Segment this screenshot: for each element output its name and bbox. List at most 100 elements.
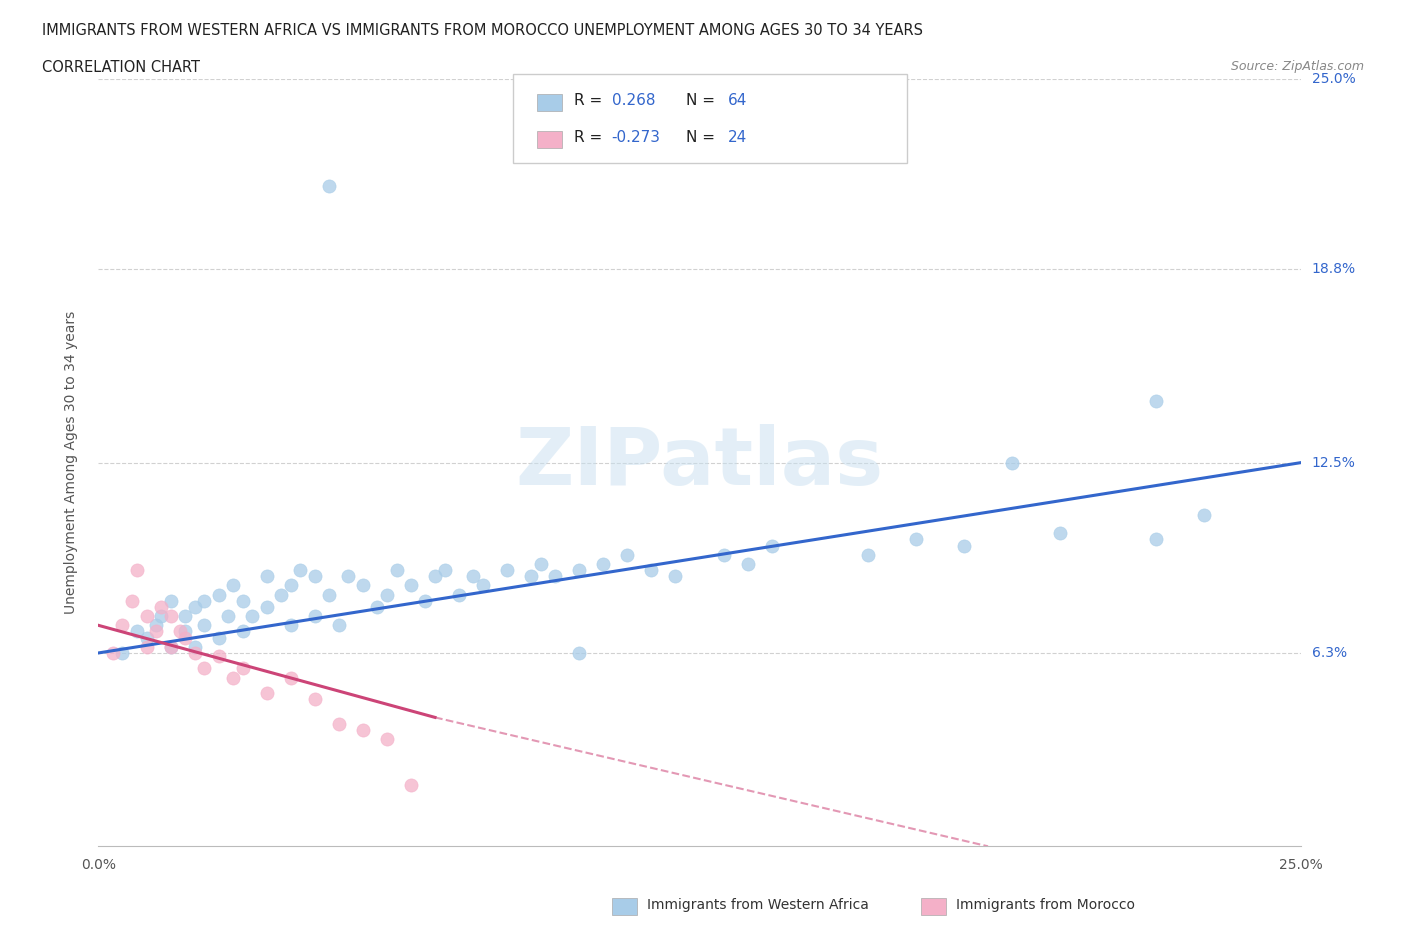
Point bbox=[304, 692, 326, 707]
Point bbox=[256, 685, 278, 700]
Text: ZIPatlas: ZIPatlas bbox=[516, 424, 883, 501]
Point bbox=[280, 618, 302, 632]
Point bbox=[101, 645, 124, 660]
Point bbox=[222, 670, 245, 684]
Text: 0.268: 0.268 bbox=[612, 93, 655, 108]
Point bbox=[240, 609, 263, 624]
Point bbox=[111, 618, 134, 632]
Point bbox=[385, 563, 408, 578]
Point bbox=[121, 593, 143, 608]
Point bbox=[496, 563, 519, 578]
Point bbox=[193, 593, 215, 608]
Point bbox=[256, 600, 278, 615]
Point bbox=[337, 569, 360, 584]
Point bbox=[208, 631, 231, 645]
Point bbox=[232, 593, 254, 608]
Text: CORRELATION CHART: CORRELATION CHART bbox=[42, 60, 200, 75]
Point bbox=[399, 578, 422, 593]
Point bbox=[366, 600, 388, 615]
Point bbox=[1049, 525, 1071, 540]
Point bbox=[183, 645, 205, 660]
Point bbox=[544, 569, 567, 584]
Point bbox=[1144, 394, 1167, 409]
Point bbox=[1194, 508, 1216, 523]
Point bbox=[375, 731, 398, 746]
Point bbox=[568, 563, 591, 578]
Point bbox=[1144, 532, 1167, 547]
Point bbox=[375, 587, 398, 602]
Point bbox=[135, 640, 157, 655]
Point bbox=[125, 624, 148, 639]
Point bbox=[280, 670, 302, 684]
Text: 12.5%: 12.5% bbox=[1312, 456, 1355, 470]
Point bbox=[304, 569, 326, 584]
Point bbox=[111, 645, 134, 660]
Point bbox=[159, 640, 181, 655]
Point bbox=[463, 569, 485, 584]
Y-axis label: Unemployment Among Ages 30 to 34 years: Unemployment Among Ages 30 to 34 years bbox=[63, 311, 77, 615]
Point bbox=[145, 624, 167, 639]
Point bbox=[616, 547, 638, 562]
Point bbox=[208, 587, 231, 602]
Point bbox=[953, 538, 976, 553]
Point bbox=[290, 563, 312, 578]
Text: Immigrants from Western Africa: Immigrants from Western Africa bbox=[647, 897, 869, 912]
Point bbox=[318, 179, 340, 194]
Point bbox=[183, 600, 205, 615]
Point bbox=[399, 777, 422, 792]
Point bbox=[222, 578, 245, 593]
Text: -0.273: -0.273 bbox=[612, 130, 661, 145]
Point bbox=[193, 661, 215, 676]
Point bbox=[159, 593, 181, 608]
Point bbox=[328, 716, 350, 731]
Point bbox=[232, 624, 254, 639]
Point bbox=[169, 624, 191, 639]
Point bbox=[193, 618, 215, 632]
Text: IMMIGRANTS FROM WESTERN AFRICA VS IMMIGRANTS FROM MOROCCO UNEMPLOYMENT AMONG AGE: IMMIGRANTS FROM WESTERN AFRICA VS IMMIGR… bbox=[42, 23, 924, 38]
Point bbox=[149, 609, 172, 624]
Point bbox=[232, 661, 254, 676]
Text: N =: N = bbox=[686, 130, 720, 145]
Point bbox=[135, 631, 157, 645]
Point bbox=[174, 609, 197, 624]
Text: N =: N = bbox=[686, 93, 720, 108]
Text: 25.0%: 25.0% bbox=[1312, 72, 1355, 86]
Point bbox=[568, 645, 591, 660]
Point bbox=[135, 609, 157, 624]
Point bbox=[280, 578, 302, 593]
Point bbox=[174, 631, 197, 645]
Point bbox=[592, 556, 614, 571]
Point bbox=[447, 587, 470, 602]
Point bbox=[1001, 456, 1024, 471]
Text: 6.3%: 6.3% bbox=[1312, 646, 1347, 660]
Text: Immigrants from Morocco: Immigrants from Morocco bbox=[956, 897, 1135, 912]
Point bbox=[415, 593, 437, 608]
Point bbox=[640, 563, 662, 578]
Point bbox=[761, 538, 783, 553]
Point bbox=[174, 624, 197, 639]
Point bbox=[159, 640, 181, 655]
Point bbox=[904, 532, 927, 547]
Text: R =: R = bbox=[574, 130, 607, 145]
Point bbox=[352, 723, 374, 737]
Text: 24: 24 bbox=[728, 130, 748, 145]
Point bbox=[328, 618, 350, 632]
Point bbox=[352, 578, 374, 593]
Point bbox=[183, 640, 205, 655]
Point bbox=[520, 569, 543, 584]
Point bbox=[256, 569, 278, 584]
Point bbox=[664, 569, 686, 584]
Text: R =: R = bbox=[574, 93, 607, 108]
Point bbox=[304, 609, 326, 624]
Text: 64: 64 bbox=[728, 93, 748, 108]
Point bbox=[270, 587, 292, 602]
Point bbox=[208, 648, 231, 663]
Text: Source: ZipAtlas.com: Source: ZipAtlas.com bbox=[1230, 60, 1364, 73]
Point bbox=[145, 618, 167, 632]
Point bbox=[149, 600, 172, 615]
Point bbox=[856, 547, 879, 562]
Point bbox=[433, 563, 456, 578]
Text: 18.8%: 18.8% bbox=[1312, 262, 1355, 276]
Point bbox=[423, 569, 446, 584]
Point bbox=[737, 556, 759, 571]
